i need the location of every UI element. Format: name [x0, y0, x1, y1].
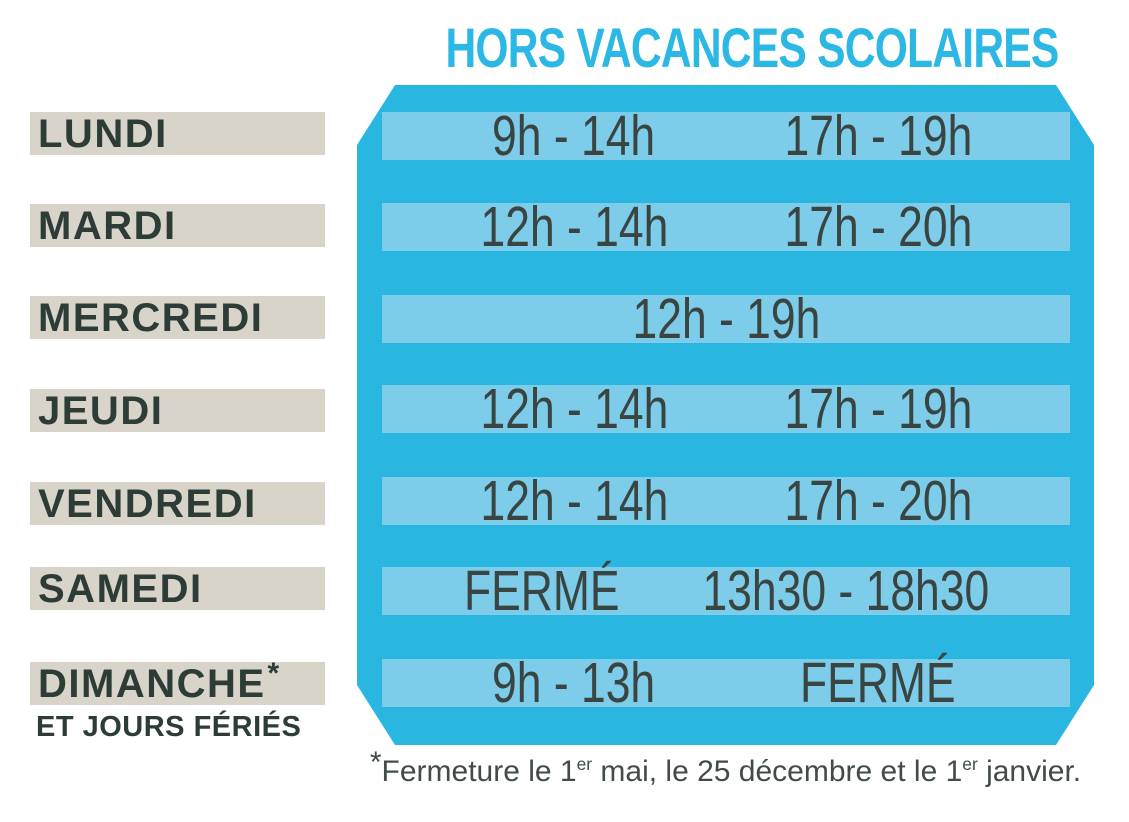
hours-slot: FERMÉ [382, 559, 662, 623]
day-label-jeudi: JEUDI [30, 389, 325, 433]
hours-row-mardi: 12h - 14h 17h - 20h [382, 195, 1070, 259]
hours-slot: 12h - 14h [382, 377, 726, 441]
hours-text: FERMÉ [464, 559, 620, 623]
day-label-text: SAMEDI [38, 567, 203, 611]
hours-slot: 17h - 19h [726, 377, 1070, 441]
hours-slot: 12h - 19h [382, 287, 1070, 351]
day-label-mercredi: MERCREDI [30, 296, 325, 340]
footnote-sup: er [576, 754, 593, 774]
footnote-text: mai, le 25 décembre et le 1 [592, 755, 963, 788]
day-label-mardi: MARDI [30, 204, 325, 248]
hours-slot: 17h - 20h [726, 469, 1070, 533]
hours-text: 12h - 14h [480, 377, 668, 441]
hours-text: 9h - 14h [492, 104, 656, 168]
hours-row-mercredi: 12h - 19h [382, 287, 1070, 351]
hours-text: 17h - 20h [784, 469, 972, 533]
day-label-dimanche: DIMANCHE* [30, 657, 325, 706]
day-label-vendredi: VENDREDI [30, 482, 325, 526]
hours-slot: 17h - 20h [726, 195, 1070, 259]
hours-text: 17h - 19h [784, 377, 972, 441]
hours-row-samedi: FERMÉ 13h30 - 18h30 [382, 559, 1070, 623]
hours-row-vendredi: 12h - 14h 17h - 20h [382, 469, 1070, 533]
day-label-text: DIMANCHE [38, 662, 266, 706]
footnote-asterisk: * [369, 746, 382, 779]
hours-slot: 9h - 13h [382, 651, 726, 715]
hours-text: 12h - 14h [480, 469, 668, 533]
hours-slot: 9h - 14h [382, 104, 726, 168]
day-label-text: VENDREDI [38, 482, 257, 526]
hours-text: 17h - 20h [784, 195, 972, 259]
hours-slot: 13h30 - 18h30 [662, 559, 1070, 623]
footnote-sup: er [962, 754, 978, 774]
day-label-text: MERCREDI [38, 296, 264, 340]
footnote-text: janvier. [977, 755, 1082, 788]
hours-row-lundi: 9h - 14h 17h - 19h [382, 104, 1070, 168]
day-label-text: MARDI [38, 204, 177, 248]
hours-text: 17h - 19h [784, 104, 972, 168]
hours-text: 12h - 19h [632, 287, 820, 351]
footnote-text: Fermeture le 1 [381, 755, 577, 788]
day-asterisk: * [267, 657, 280, 690]
hours-text: 13h30 - 18h30 [702, 559, 990, 623]
hours-slot: 12h - 14h [382, 469, 726, 533]
hours-row-jeudi: 12h - 14h 17h - 19h [382, 377, 1070, 441]
day-label-text: LUNDI [38, 112, 168, 156]
hours-text: 9h - 13h [492, 651, 656, 715]
hours-slot: FERMÉ [726, 651, 1070, 715]
day-label-text: JEUDI [38, 389, 164, 433]
day-label-lundi: LUNDI [30, 112, 325, 156]
hours-slot: 17h - 19h [726, 104, 1070, 168]
hours-text: 12h - 14h [480, 195, 668, 259]
footnote: *Fermeture le 1er mai, le 25 décembre et… [357, 746, 1094, 789]
hours-row-dimanche: 9h - 13h FERMÉ [382, 651, 1070, 715]
hours-slot: 12h - 14h [382, 195, 726, 259]
hours-text: FERMÉ [800, 651, 956, 715]
day-note-jours-feries: ET JOURS FÉRIÉS [36, 711, 302, 743]
day-label-samedi: SAMEDI [30, 567, 325, 611]
page-title: HORS VACANCES SCOLAIRES [445, 16, 1059, 79]
